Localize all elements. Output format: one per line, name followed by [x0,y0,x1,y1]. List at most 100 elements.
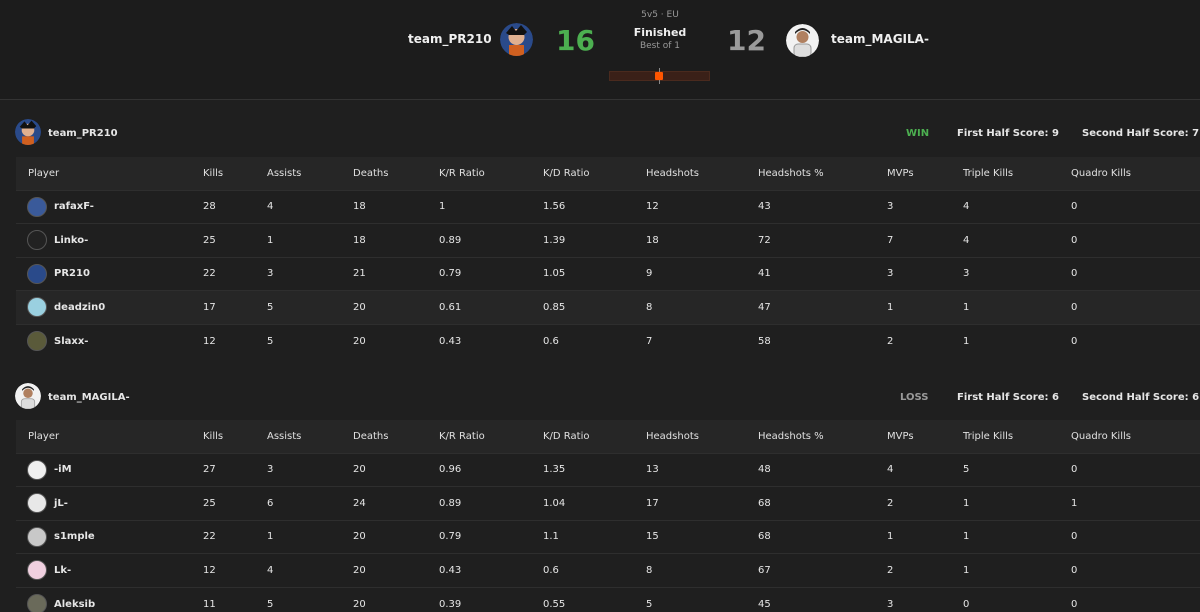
player-avatar[interactable] [27,331,47,351]
col-mvps: MVPs [887,430,914,442]
stat-quadro: 0 [1071,234,1078,246]
stat-triple: 1 [963,531,970,543]
stat-assists: 1 [267,531,274,543]
team1-section: team_PR210 WIN First Half Score: 9 Secon… [0,116,1200,156]
stat-hs: 17 [646,497,659,509]
player-cell: Lk- [16,554,203,588]
stat-kd: 1.04 [543,497,566,509]
stat-kd: 1.05 [543,268,566,280]
player-cell: rafaxF- [16,190,203,224]
stat-kr: 0.61 [439,301,462,313]
stat-hsp: 68 [758,531,771,543]
team2-bar-avatar[interactable] [15,383,41,409]
team2-header-name[interactable]: team_MAGILA- [831,32,929,46]
player-name[interactable]: Slaxx- [54,335,89,347]
player-cell: jL- [16,487,203,521]
team1-stats-table: Player Kills Assists Deaths K/R Ratio K/… [16,157,1200,358]
player-cell: Slaxx- [16,324,203,358]
player-cell: Linko- [16,224,203,258]
stat-kr: 0.43 [439,564,462,576]
stat-deaths: 20 [353,531,366,543]
stat-hsp: 45 [758,598,771,610]
col-deaths: Deaths [353,167,389,179]
table-row: deadzin0 17 5 20 0.61 0.85 8 47 1 1 0 [16,290,1200,325]
stat-triple: 5 [963,464,970,476]
player-avatar[interactable] [27,560,47,581]
stat-hsp: 43 [758,201,771,213]
stat-kr: 1 [439,201,446,213]
player-avatar[interactable] [27,263,47,284]
player-avatar[interactable] [27,459,47,480]
player-name[interactable]: PR210 [54,268,90,280]
team2-second-half: Second Half Score: 6 [1082,392,1200,403]
player-name[interactable]: Aleksib [54,598,96,610]
stat-hs: 12 [646,201,659,213]
player-avatar[interactable] [27,594,47,612]
stat-mvps: 3 [887,268,894,280]
stat-hs: 7 [646,335,653,347]
stat-kd: 1.39 [543,234,566,246]
stat-hs: 13 [646,464,659,476]
team1-bar-avatar[interactable] [15,119,41,145]
stat-hsp: 58 [758,335,771,347]
stat-kills: 22 [203,268,216,280]
stat-deaths: 20 [353,301,366,313]
stat-triple: 1 [963,335,970,347]
stat-triple: 4 [963,234,970,246]
stat-kills: 22 [203,531,216,543]
stat-assists: 4 [267,201,274,213]
player-cell: -iM [16,453,203,487]
col-triple: Triple Kills [963,430,1014,442]
stat-assists: 6 [267,497,274,509]
team1-second-half: Second Half Score: 7 [1082,128,1200,139]
table-row: Lk- 12 4 20 0.43 0.6 8 67 2 1 0 [16,553,1200,588]
player-name[interactable]: Linko- [54,234,89,246]
team2-avatar[interactable] [786,24,819,57]
player-avatar[interactable] [27,196,47,217]
stat-kd: 1.1 [543,531,559,543]
col-quadro: Quadro Kills [1071,167,1131,179]
stat-triple: 1 [963,497,970,509]
table-row: s1mple 22 1 20 0.79 1.1 15 68 1 1 0 [16,520,1200,554]
player-name[interactable]: s1mple [54,531,95,543]
stat-deaths: 20 [353,335,366,347]
player-avatar[interactable] [27,526,47,547]
table-row: -iM 27 3 20 0.96 1.35 13 48 4 5 0 [16,453,1200,487]
player-name[interactable]: -iM [54,464,72,476]
team2-score: 12 [727,24,766,57]
team1-avatar[interactable] [500,23,533,56]
col-kills: Kills [203,167,224,179]
player-avatar[interactable] [27,493,47,514]
stat-kr: 0.89 [439,497,462,509]
stat-kd: 1.56 [543,201,566,213]
match-best-of: Best of 1 [639,41,681,51]
stat-hsp: 41 [758,268,771,280]
player-avatar[interactable] [27,297,47,318]
stat-mvps: 2 [887,497,894,509]
player-avatar[interactable] [27,230,47,251]
player-cell: deadzin0 [16,291,203,325]
team1-result: WIN [906,128,930,139]
team1-header-name[interactable]: team_PR210 [408,32,492,46]
player-name[interactable]: rafaxF- [54,201,94,213]
stat-kills: 27 [203,464,216,476]
col-kr: K/R Ratio [439,430,485,442]
team2-bar: team_MAGILA- LOSS First Half Score: 6 Se… [0,380,1200,420]
col-player: Player [28,167,60,179]
stat-triple: 4 [963,201,970,213]
stat-quadro: 0 [1071,268,1078,280]
table-row: rafaxF- 28 4 18 1 1.56 12 43 3 4 0 [16,190,1200,224]
stat-mvps: 1 [887,531,894,543]
player-name[interactable]: Lk- [54,564,72,576]
player-name[interactable]: deadzin0 [54,301,106,313]
col-triple: Triple Kills [963,167,1014,179]
team2-bar-name[interactable]: team_MAGILA- [48,392,130,403]
stat-deaths: 20 [353,464,366,476]
team1-score: 16 [556,24,595,57]
stat-hsp: 72 [758,234,771,246]
stat-hsp: 68 [758,497,771,509]
col-headshots: Headshots [646,167,699,179]
team2-first-half: First Half Score: 6 [957,392,1059,403]
player-name[interactable]: jL- [54,497,68,509]
team1-bar-name[interactable]: team_PR210 [48,128,118,139]
